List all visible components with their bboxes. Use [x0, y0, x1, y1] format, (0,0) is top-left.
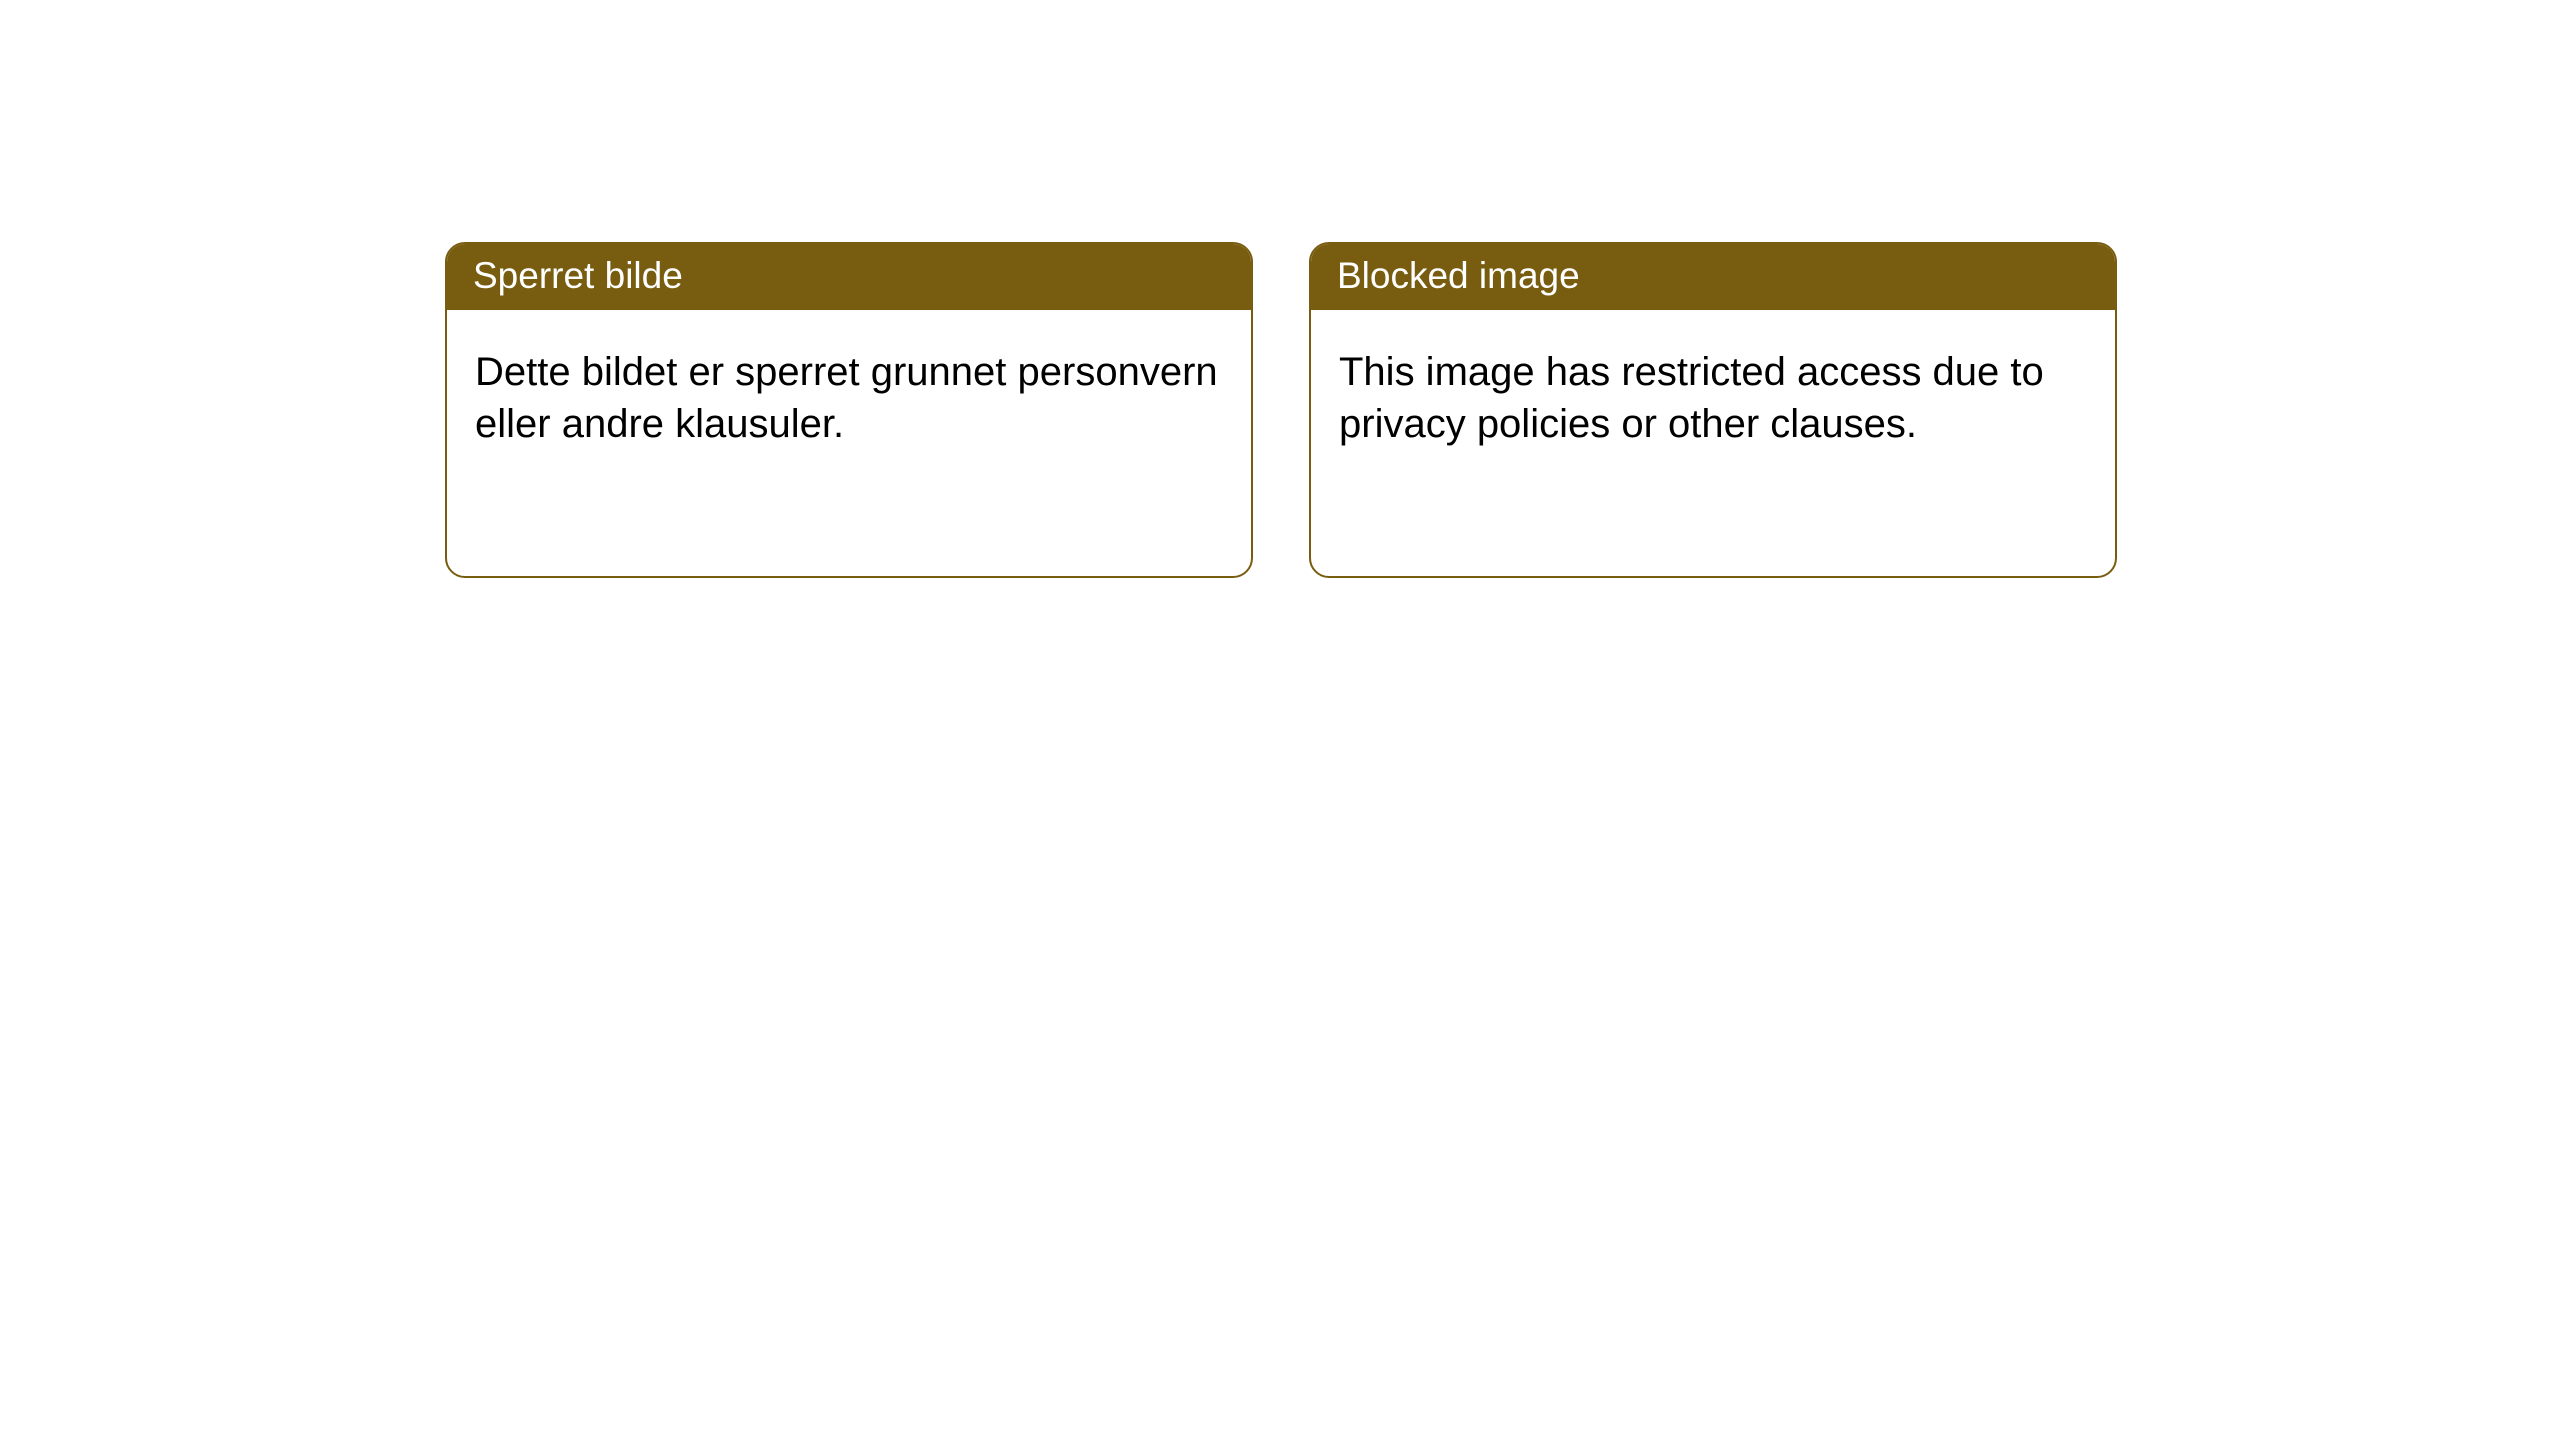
card-body: Dette bildet er sperret grunnet personve…: [447, 310, 1251, 486]
cards-container: Sperret bilde Dette bildet er sperret gr…: [0, 0, 2560, 578]
card-header: Blocked image: [1311, 244, 2115, 310]
card-body: This image has restricted access due to …: [1311, 310, 2115, 486]
blocked-image-card-norwegian: Sperret bilde Dette bildet er sperret gr…: [445, 242, 1253, 578]
blocked-image-card-english: Blocked image This image has restricted …: [1309, 242, 2117, 578]
card-header: Sperret bilde: [447, 244, 1251, 310]
